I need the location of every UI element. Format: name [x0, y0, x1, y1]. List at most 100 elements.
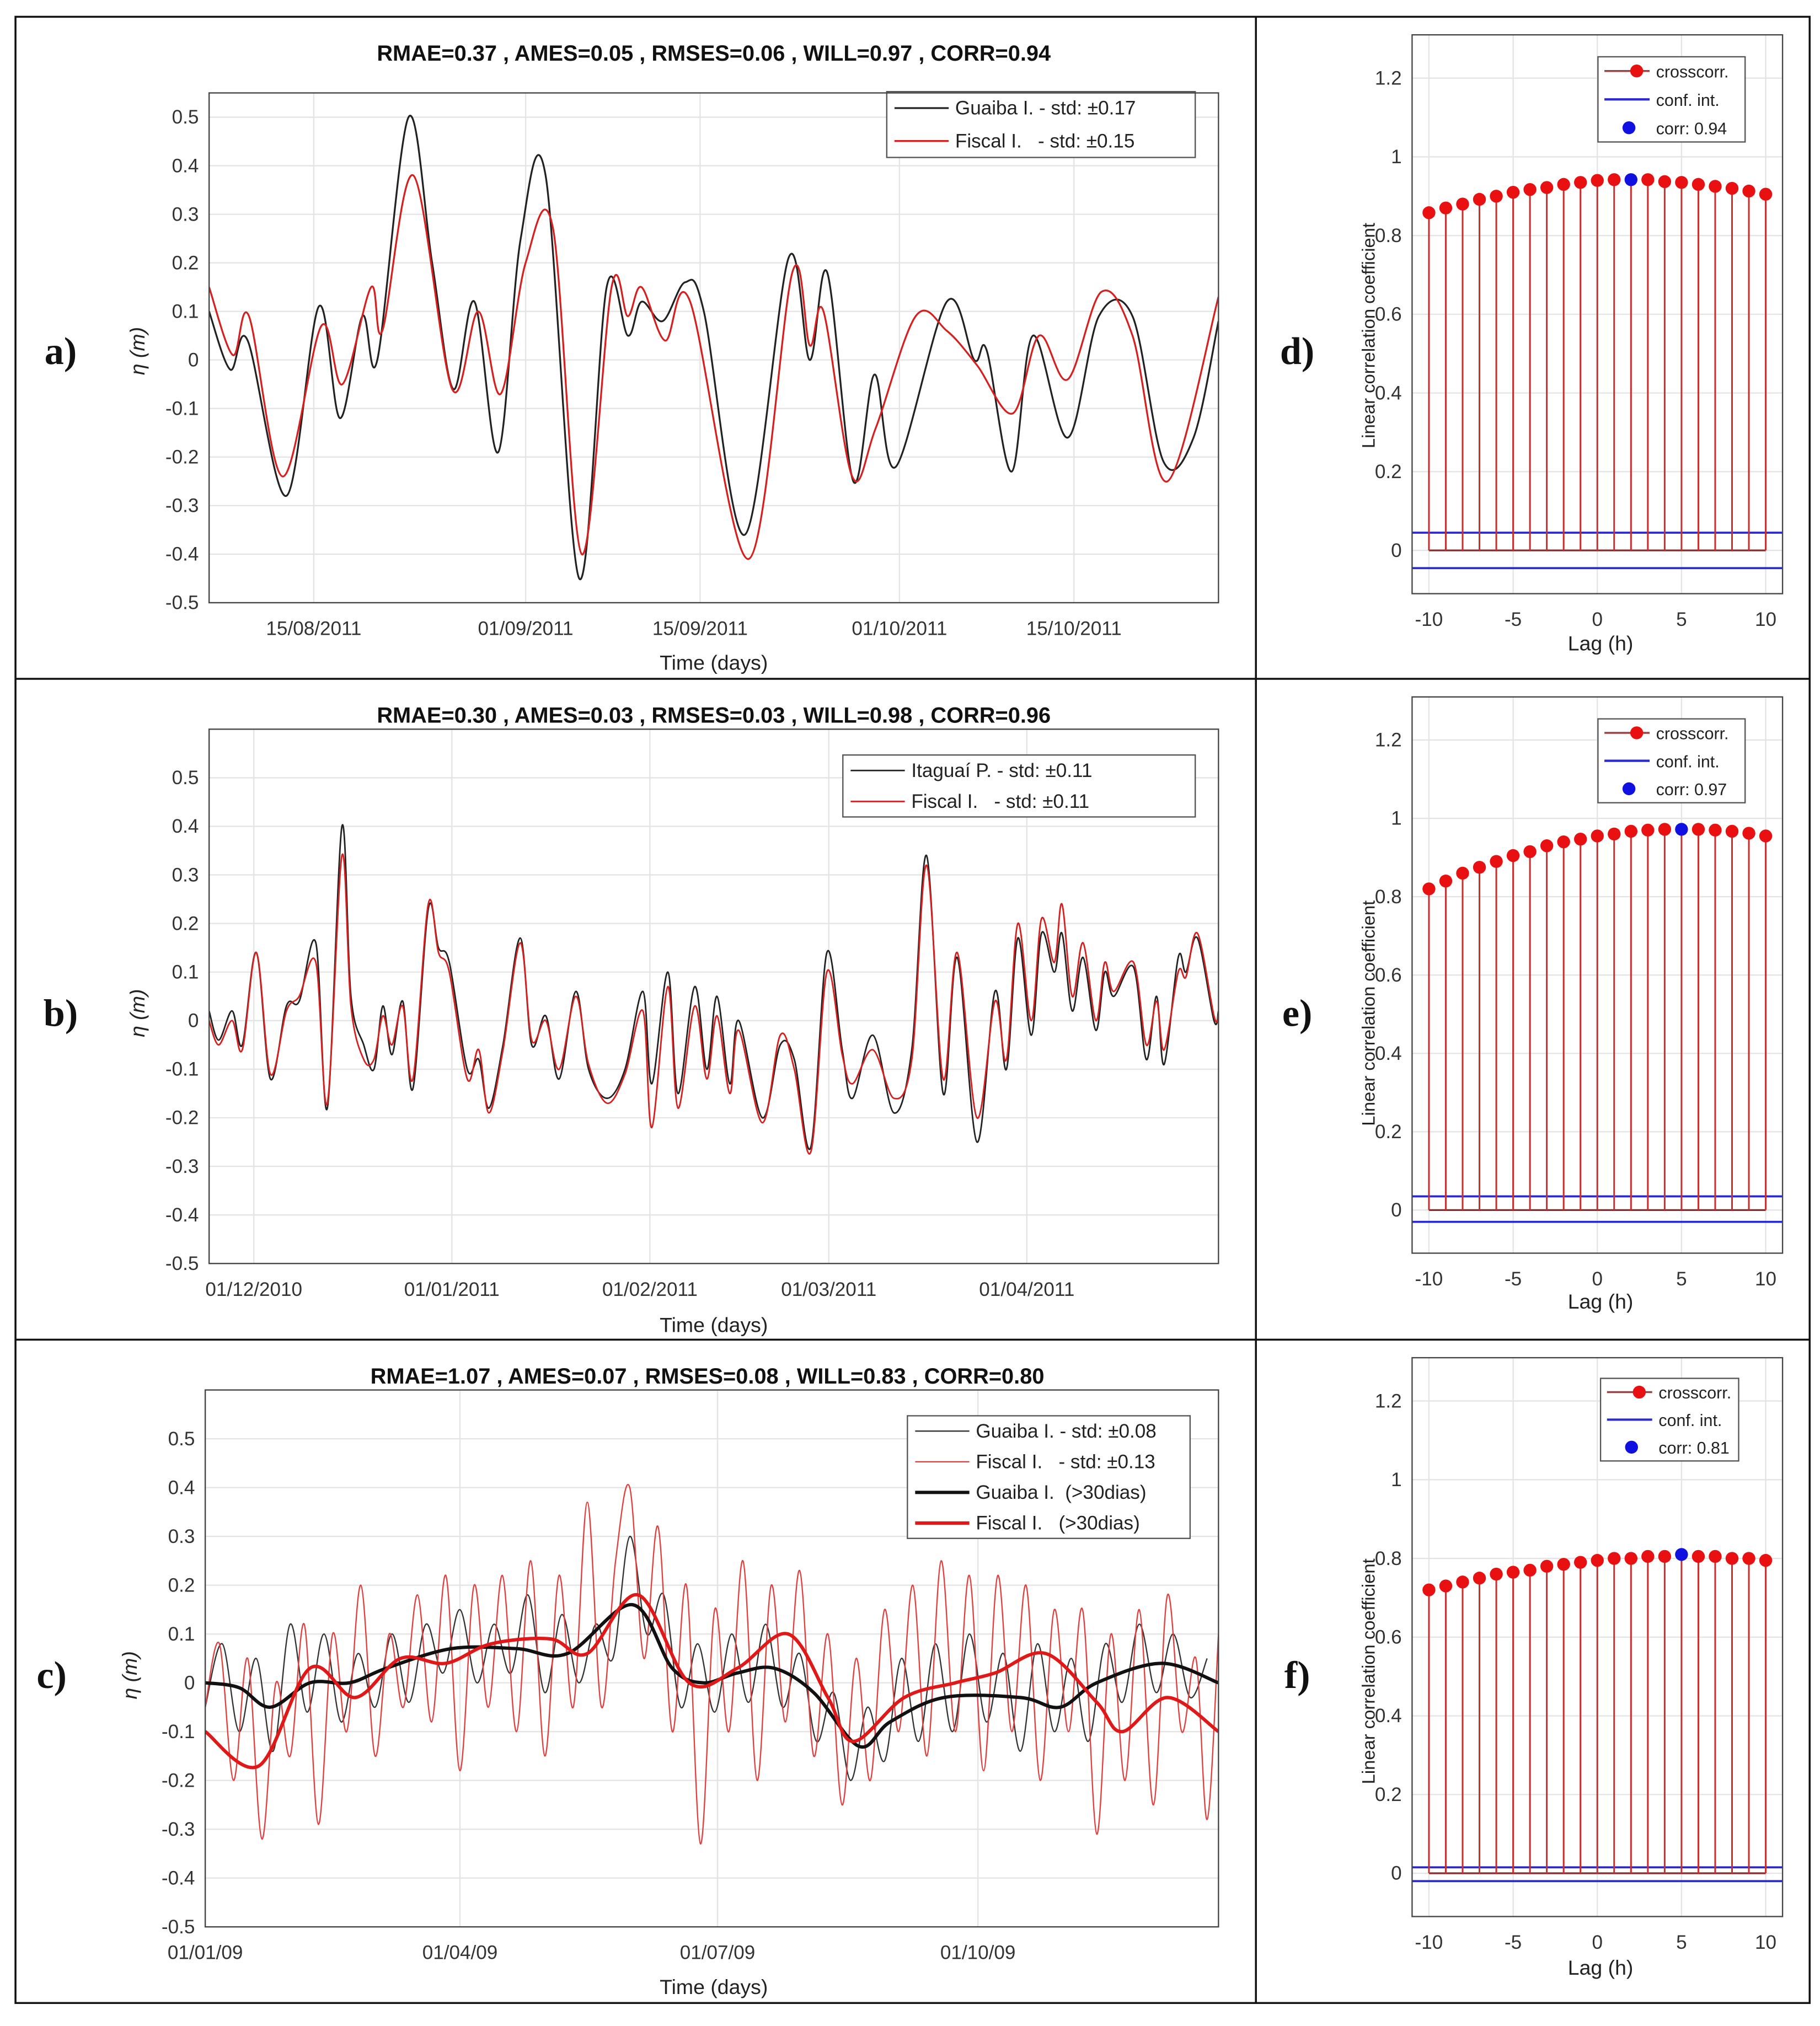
stem-marker	[1422, 882, 1436, 896]
x-axis-label: Lag (h)	[1568, 1956, 1634, 1979]
stem-marker	[1709, 1550, 1722, 1563]
x-tick-label: -10	[1415, 1932, 1443, 1953]
legend-label: crosscorr.	[1658, 1384, 1731, 1402]
stem-marker	[1624, 824, 1638, 838]
axes-box	[208, 92, 1219, 604]
axes-box	[204, 1389, 1219, 1928]
stem-marker	[1574, 176, 1587, 189]
series-line-1	[205, 1483, 1219, 1845]
x-tick-label: 5	[1676, 1268, 1687, 1290]
y-tick-label: 0.1	[172, 961, 199, 983]
y-tick-label: 0	[188, 1010, 199, 1032]
x-tick-label: 5	[1676, 609, 1687, 630]
stem-marker	[1759, 1553, 1773, 1567]
stem-marker	[1490, 855, 1503, 868]
stem-marker	[1624, 1552, 1638, 1565]
stem-marker	[1742, 827, 1755, 840]
plot-marks	[1412, 1548, 1783, 1883]
stem-marker	[1608, 173, 1621, 186]
stem-marker	[1725, 824, 1739, 838]
y-tick-label: 0.5	[172, 106, 199, 128]
x-tick-label: -10	[1415, 609, 1443, 630]
stem-marker	[1759, 187, 1773, 201]
axes-box	[1411, 696, 1784, 1254]
legend-marker-corr	[1625, 1440, 1638, 1454]
plot-marks	[205, 1483, 1219, 1845]
y-tick-label: 0	[1391, 540, 1402, 561]
x-tick-label: 15/09/2011	[652, 618, 748, 639]
x-tick-label: -5	[1505, 609, 1522, 630]
y-axis-label: Linear correlation coefficient	[1358, 223, 1379, 448]
y-tick-label: 0.2	[1375, 461, 1402, 483]
y-tick-label: 1.2	[1375, 730, 1402, 751]
legend-label: conf. int.	[1658, 1411, 1722, 1430]
stem-marker	[1742, 1552, 1755, 1565]
chart-title: RMAE=1.07 , AMES=0.07 , RMSES=0.08 , WIL…	[371, 1364, 1045, 1389]
x-tick-label: 10	[1755, 1268, 1776, 1290]
y-axis-label: η (m)	[126, 989, 149, 1037]
y-tick-label: -0.3	[165, 1156, 199, 1177]
y-tick-label: 0.6	[1375, 1626, 1402, 1648]
y-axis-label: η (m)	[118, 1651, 141, 1699]
legend-label: conf. int.	[1656, 752, 1720, 771]
panel-label: a)	[45, 330, 77, 373]
plot-marks	[209, 824, 1219, 1155]
y-tick-label: 1	[1391, 808, 1402, 829]
y-tick-label: 0.4	[172, 816, 199, 837]
legend-label: Itaguaí P. - std: ±0.11	[911, 760, 1092, 781]
stem-marker	[1675, 176, 1688, 189]
y-tick-label: 0.5	[168, 1428, 195, 1450]
x-axis-label: Lag (h)	[1568, 1290, 1634, 1313]
stem-marker	[1591, 829, 1604, 843]
stem-marker	[1506, 849, 1520, 862]
x-tick-label: 01/04/2011	[979, 1279, 1074, 1300]
y-tick-label: 0	[188, 349, 199, 371]
y-tick-label: 1	[1391, 146, 1402, 168]
series-line-0	[209, 824, 1219, 1150]
stem-marker	[1608, 1552, 1621, 1565]
stem-marker	[1591, 1553, 1604, 1567]
legend-marker-corr	[1622, 121, 1636, 135]
y-axis-label: η (m)	[126, 327, 149, 375]
panel-label: f)	[1284, 1654, 1310, 1697]
y-tick-label: -0.5	[162, 1916, 195, 1938]
series-line-0	[205, 1536, 1208, 1781]
legend-marker-corr	[1622, 782, 1636, 796]
y-tick-label: 0.4	[172, 155, 199, 176]
y-axis-label: Linear correlation coefficient	[1358, 1558, 1379, 1784]
chart-panel-a: 15/08/2011 01/09/2011 15/09/2011 01/10/2011…	[45, 41, 1219, 674]
y-tick-label: 0.6	[1375, 964, 1402, 986]
stem-marker	[1456, 866, 1469, 880]
stem-marker	[1523, 1563, 1537, 1577]
chart-title: RMAE=0.30 , AMES=0.03 , RMSES=0.03 , WIL…	[377, 704, 1051, 728]
y-tick-label: -0.4	[165, 1204, 199, 1226]
y-tick-label: 0	[1391, 1863, 1402, 1884]
x-tick-label: 01/07/09	[680, 1942, 756, 1964]
y-tick-label: -0.3	[162, 1819, 195, 1840]
legend-box	[886, 90, 1196, 158]
max-corr-marker	[1675, 823, 1688, 836]
axes-box	[1411, 34, 1784, 594]
stem-marker	[1506, 1566, 1520, 1579]
y-tick-label: 0.3	[168, 1526, 195, 1547]
plot-marks	[1412, 823, 1783, 1223]
series-line-1	[209, 174, 1219, 560]
y-tick-label: 0.1	[172, 301, 199, 322]
stem-marker	[1540, 839, 1554, 853]
y-tick-label: 1.2	[1375, 67, 1402, 89]
stem-marker	[1658, 823, 1672, 836]
y-tick-label: 0.3	[172, 864, 199, 886]
x-tick-label: -5	[1505, 1268, 1522, 1290]
x-axis-label: Time (days)	[660, 1313, 768, 1336]
legend-label: Guaiba I. - std: ±0.17	[955, 98, 1136, 119]
legend-label: Fiscal I. - std: ±0.13	[976, 1451, 1155, 1472]
legend-label: Fiscal I. (>30dias)	[976, 1513, 1139, 1534]
panel-label: d)	[1280, 330, 1314, 373]
stem-marker	[1641, 823, 1655, 837]
chart-panel-b: 01/12/2010 01/01/2011 01/02/2011 01/03/2011…	[44, 704, 1219, 1336]
stem-marker	[1422, 1583, 1436, 1596]
x-tick-label: 01/10/09	[940, 1942, 1016, 1964]
x-axis-label: Time (days)	[660, 651, 768, 674]
